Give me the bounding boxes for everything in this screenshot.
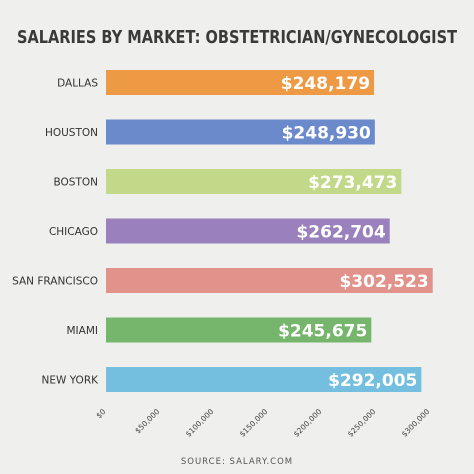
bar-chicago <box>106 218 390 244</box>
category-label-new-york: NEW YORK <box>42 375 100 387</box>
category-label-dallas: DALLAS <box>57 78 98 90</box>
value-labels: $248,179 $248,930 $273,473 $262,704 $302,523… <box>278 74 429 391</box>
bar-san-francisco <box>106 268 433 293</box>
value-label-miami: $245,675 <box>278 322 367 342</box>
bar-boston <box>106 169 402 194</box>
chart-title: SALARIES BY MARKET: OBSTETRICIAN/GYNECOL… <box>17 28 457 48</box>
value-label-chicago: $262,704 <box>296 223 385 243</box>
bars <box>106 70 433 392</box>
bar-houston <box>106 119 375 145</box>
bar-new-york <box>106 367 422 392</box>
value-label-new-york: $292,005 <box>328 371 417 391</box>
value-label-houston: $248,930 <box>282 124 371 144</box>
category-label-san-francisco: SAN FRANCISCO <box>12 276 98 288</box>
category-labels: DALLAS HOUSTON BOSTON CHICAGO SAN FRANCISCO M… <box>12 78 99 387</box>
value-label-dallas: $248,179 <box>281 74 370 94</box>
value-label-san-francisco: $302,523 <box>339 272 428 292</box>
category-label-miami: MIAMI <box>67 325 99 337</box>
category-label-chicago: CHICAGO <box>49 226 98 238</box>
value-label-boston: $273,473 <box>308 173 397 193</box>
category-label-boston: BOSTON <box>54 177 98 189</box>
source-note: SOURCE: SALARY.COM <box>181 457 293 467</box>
bar-miami <box>106 317 372 343</box>
category-label-houston: HOUSTON <box>45 127 98 139</box>
bar-dallas <box>106 70 375 95</box>
